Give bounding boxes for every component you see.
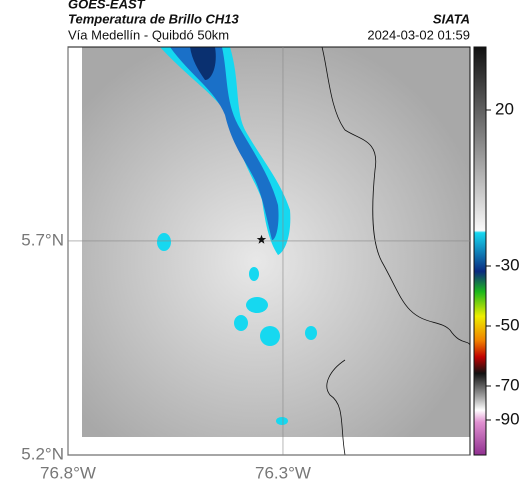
x-tick-label: 76.8°W [40, 463, 96, 482]
station-marker [256, 234, 267, 244]
cloud-top [190, 47, 216, 80]
cloud-core [170, 47, 279, 240]
x-tick-label: 76.3°W [255, 463, 311, 482]
colorbar-label: 20 [495, 99, 514, 118]
colorbar-label: -30 [495, 255, 520, 274]
colorbar-label: -50 [495, 315, 520, 334]
datetime: 2024-03-02 01:59 [367, 27, 470, 42]
cells [157, 233, 317, 425]
org: SIATA [433, 11, 470, 26]
y-tick-label: 5.7°N [21, 230, 64, 249]
location: Vía Medellín - Quibdó 50km [68, 27, 229, 42]
colorbar [473, 46, 487, 456]
y-tick-label: 5.2°N [21, 444, 64, 463]
source: GOES-EAST [68, 0, 146, 11]
title: Temperatura de Brillo CH13 [68, 11, 240, 26]
borders [321, 46, 471, 456]
colorbar-label: -70 [495, 375, 520, 394]
colorbar-label: -90 [495, 409, 520, 428]
